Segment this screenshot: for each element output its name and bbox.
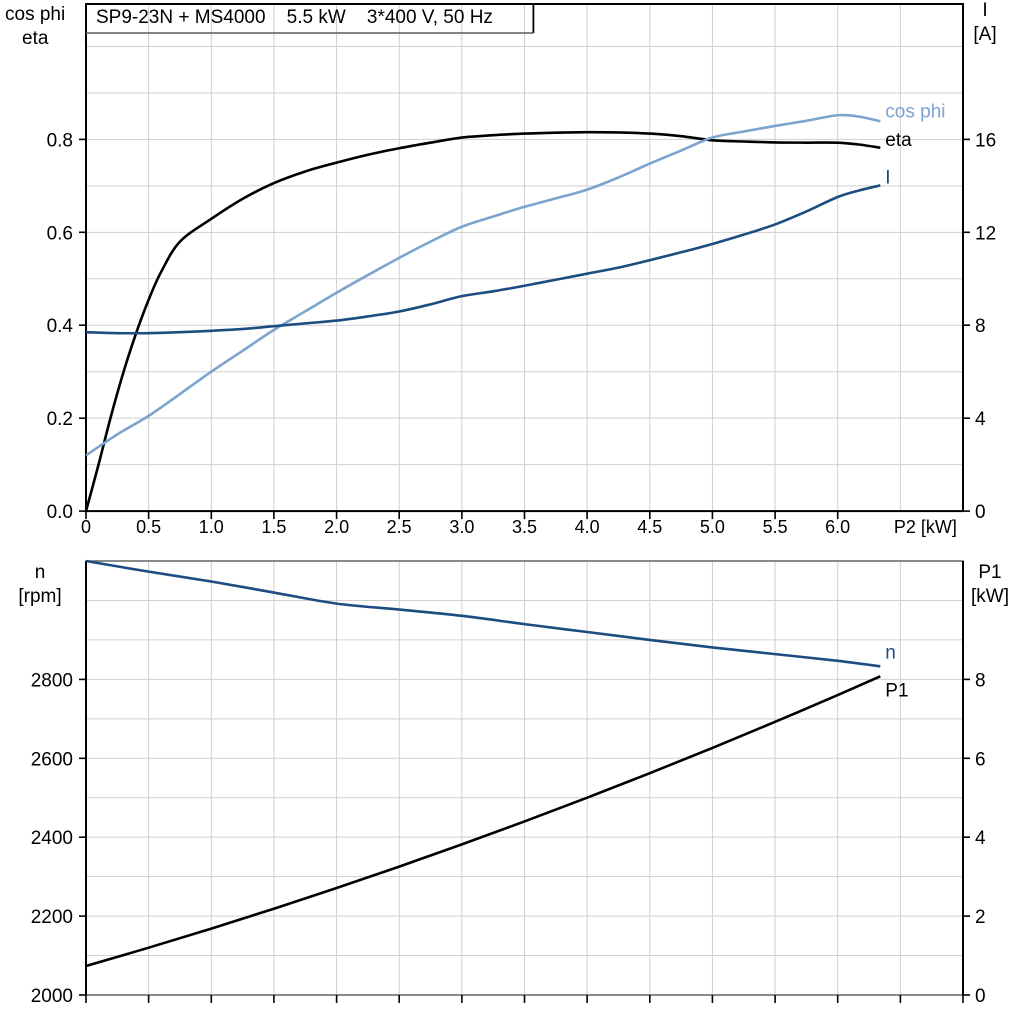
svg-text:1.5: 1.5: [261, 517, 286, 537]
svg-text:0.6: 0.6: [47, 223, 73, 244]
svg-text:n: n: [885, 642, 896, 663]
svg-text:0: 0: [81, 517, 91, 537]
svg-text:2000: 2000: [31, 986, 73, 1007]
svg-text:8: 8: [975, 670, 986, 691]
svg-text:5.0: 5.0: [700, 517, 725, 537]
svg-text:6: 6: [975, 749, 986, 770]
svg-text:1.0: 1.0: [199, 517, 224, 537]
svg-text:P1: P1: [885, 680, 908, 701]
svg-text:5.5: 5.5: [763, 517, 788, 537]
svg-text:eta: eta: [22, 28, 49, 49]
svg-text:2400: 2400: [31, 828, 73, 849]
svg-text:0.0: 0.0: [47, 502, 73, 523]
svg-text:3.5: 3.5: [512, 517, 537, 537]
svg-text:cos phi: cos phi: [885, 101, 945, 122]
svg-text:3.0: 3.0: [449, 517, 474, 537]
svg-text:P1: P1: [978, 562, 1001, 583]
svg-text:0: 0: [975, 502, 986, 523]
svg-text:4: 4: [975, 828, 986, 849]
svg-text:2: 2: [975, 907, 986, 928]
svg-text:SP9-23N + MS4000 5.5 kW: SP9-23N + MS4000 5.5 kW 3*400 V, 50 Hz: [96, 7, 493, 28]
svg-text:4: 4: [975, 409, 986, 430]
svg-text:P2 [kW]: P2 [kW]: [894, 517, 957, 537]
svg-text:4.5: 4.5: [637, 517, 662, 537]
svg-text:0.2: 0.2: [47, 409, 73, 430]
svg-text:[rpm]: [rpm]: [18, 586, 61, 607]
svg-text:[A]: [A]: [973, 24, 996, 45]
svg-text:2800: 2800: [31, 670, 73, 691]
svg-text:2600: 2600: [31, 749, 73, 770]
svg-text:cos phi: cos phi: [5, 4, 65, 25]
svg-text:0.4: 0.4: [47, 316, 74, 337]
svg-text:6.0: 6.0: [825, 517, 850, 537]
svg-text:2.5: 2.5: [387, 517, 412, 537]
svg-text:[kW]: [kW]: [971, 586, 1009, 607]
svg-text:I: I: [982, 0, 987, 21]
svg-text:0: 0: [975, 986, 986, 1007]
svg-text:0.8: 0.8: [47, 130, 73, 151]
svg-text:n: n: [35, 562, 46, 583]
svg-text:eta: eta: [885, 130, 912, 151]
svg-text:I: I: [885, 167, 890, 188]
svg-text:0.5: 0.5: [136, 517, 161, 537]
svg-text:12: 12: [975, 223, 996, 244]
svg-text:2200: 2200: [31, 907, 73, 928]
svg-text:8: 8: [975, 316, 986, 337]
svg-text:2.0: 2.0: [324, 517, 349, 537]
svg-text:16: 16: [975, 130, 996, 151]
svg-text:4.0: 4.0: [575, 517, 600, 537]
